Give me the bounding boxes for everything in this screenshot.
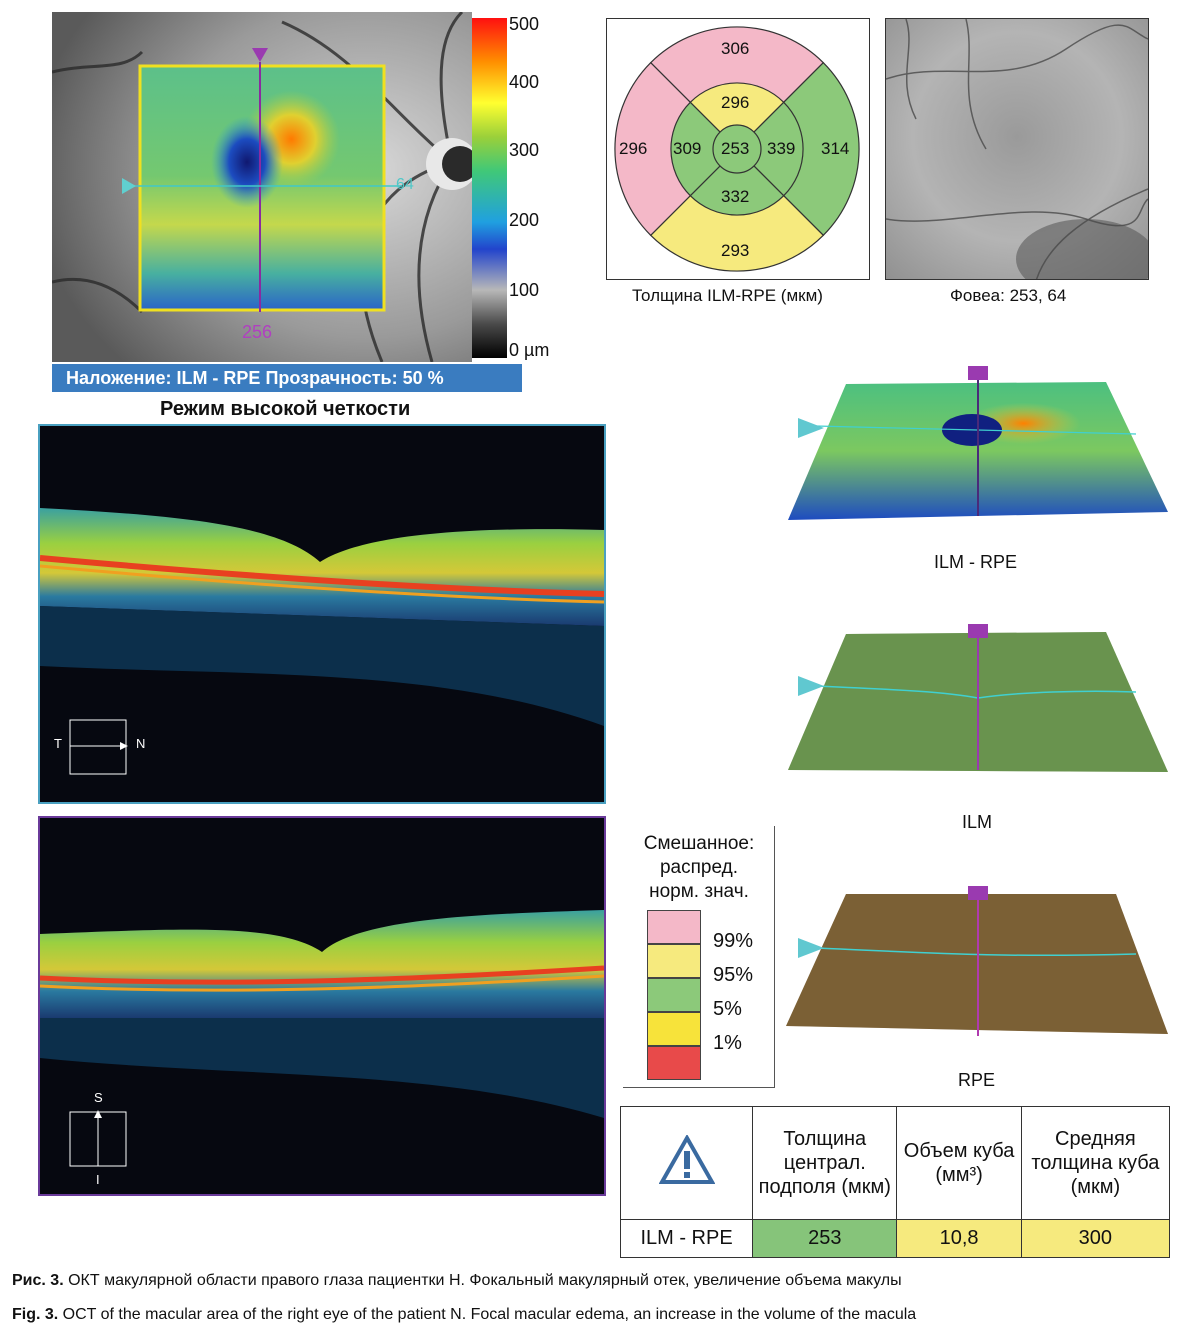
hd-mode-title: Режим высокой четкости	[160, 398, 411, 420]
ilm-scan-marker-icon[interactable]	[968, 624, 988, 638]
caption-en-label: Fig. 3.	[12, 1306, 59, 1323]
header-cube-avg-thickness: Средняя толщина куба (мкм)	[1020, 1106, 1171, 1220]
ilm-rpe-3d-map	[788, 366, 1168, 520]
colorbar-tick: 0 µm	[509, 340, 550, 360]
central-subfield-value: 253	[752, 1219, 898, 1258]
bscan-inferior-label: I	[96, 1172, 100, 1187]
ilm-line-marker-icon[interactable]	[798, 676, 824, 696]
figure-caption-en: Fig. 3. OCT of the macular area of the r…	[12, 1306, 916, 1324]
legend-level: 5%	[713, 998, 742, 1020]
legend-swatch-green	[647, 978, 701, 1012]
row-label: ILM - RPE	[619, 1219, 754, 1258]
colorbar-tick: 200	[509, 210, 540, 230]
sector-outer-temporal: 296	[619, 139, 648, 158]
vertical-marker-label: 256	[242, 322, 273, 342]
legend-level: 95%	[713, 964, 754, 986]
colorbar-tick: 100	[509, 280, 540, 300]
legend-level: 99%	[713, 930, 754, 952]
ilm-rpe-line-marker-icon[interactable]	[798, 418, 824, 438]
caption-en-text: OCT of the macular area of the right eye…	[58, 1306, 917, 1323]
vertical-bscan: S I	[38, 816, 606, 1196]
legend-title-1: Смешанное:	[643, 833, 755, 854]
horizontal-marker-label: 64	[396, 176, 414, 193]
rpe-scan-marker-icon[interactable]	[968, 886, 988, 900]
sector-inner-temporal: 309	[673, 139, 702, 158]
bscan-nasal-label: N	[136, 736, 146, 751]
header-cube-volume: Объем куба (мм³)	[896, 1106, 1022, 1220]
figure-caption-ru: Рис. 3. ОКТ макулярной области правого г…	[12, 1272, 902, 1290]
sector-outer-nasal: 314	[821, 139, 850, 158]
rpe-line-marker-icon[interactable]	[798, 938, 824, 958]
fovea-fundus-image	[885, 18, 1149, 280]
thickness-colorbar	[472, 18, 507, 358]
legend-title-3: норм. знач.	[649, 881, 749, 902]
ilm-rpe-map-caption: ILM - RPE	[934, 552, 1018, 572]
legend-level: 1%	[713, 1032, 742, 1054]
fundus-thickness-overlay: 256 64	[52, 12, 472, 362]
legend-swatch-light-yellow	[647, 944, 701, 978]
horizontal-scan-marker-icon[interactable]	[122, 178, 136, 194]
normative-legend: Смешанное: распред. норм. знач. 99% 95% …	[623, 826, 775, 1088]
rpe-3d-map	[786, 886, 1168, 1036]
sector-chart-caption: Толщина ILM-RPE (мкм)	[632, 286, 823, 305]
ilm-3d-map	[788, 624, 1168, 772]
sector-inner-inferior: 332	[721, 187, 750, 206]
legend-swatch-yellow	[647, 1012, 701, 1046]
caption-ru-label: Рис. 3.	[12, 1272, 64, 1289]
caption-ru-text: ОКТ макулярной области правого глаза пац…	[63, 1272, 902, 1289]
sector-outer-inferior: 293	[721, 241, 750, 260]
etdrs-sector-chart: 306 296 314 293 296 309 339 332 253	[606, 18, 870, 280]
legend-title-2: распред.	[659, 857, 738, 878]
legend-swatch-pink	[647, 910, 701, 944]
ilm-map-caption: ILM	[962, 812, 993, 832]
fovea-caption: Фовеа: 253, 64	[950, 286, 1067, 305]
horizontal-bscan: T N	[38, 424, 606, 804]
rpe-map-caption: RPE	[958, 1070, 996, 1090]
thickness-stats-table: Толщина централ. подполя (мкм) Объем куб…	[619, 1106, 1171, 1258]
vertical-scan-marker-icon[interactable]	[252, 48, 268, 62]
header-central-subfield: Толщина централ. подполя (мкм)	[752, 1106, 898, 1220]
bscan-superior-label: S	[94, 1090, 103, 1105]
warning-icon	[658, 1133, 715, 1184]
bscan-temporal-label: T	[54, 736, 62, 751]
cube-volume-value: 10,8	[896, 1219, 1022, 1258]
legend-swatch-red	[647, 1046, 701, 1080]
sector-outer-superior: 306	[721, 39, 750, 58]
sector-inner-superior: 296	[721, 93, 750, 112]
overlay-settings-bar[interactable]: Наложение: ILM - RPE Прозрачность: 50 %	[52, 364, 522, 392]
cube-avg-thickness-value: 300	[1020, 1219, 1171, 1258]
colorbar-tick: 500	[509, 14, 540, 34]
sector-inner-nasal: 339	[767, 139, 796, 158]
ilm-rpe-scan-marker-icon[interactable]	[968, 366, 988, 380]
warning-cell	[619, 1106, 754, 1220]
colorbar-tick: 400	[509, 72, 540, 92]
sector-center: 253	[721, 139, 750, 158]
colorbar-tick: 300	[509, 140, 540, 160]
